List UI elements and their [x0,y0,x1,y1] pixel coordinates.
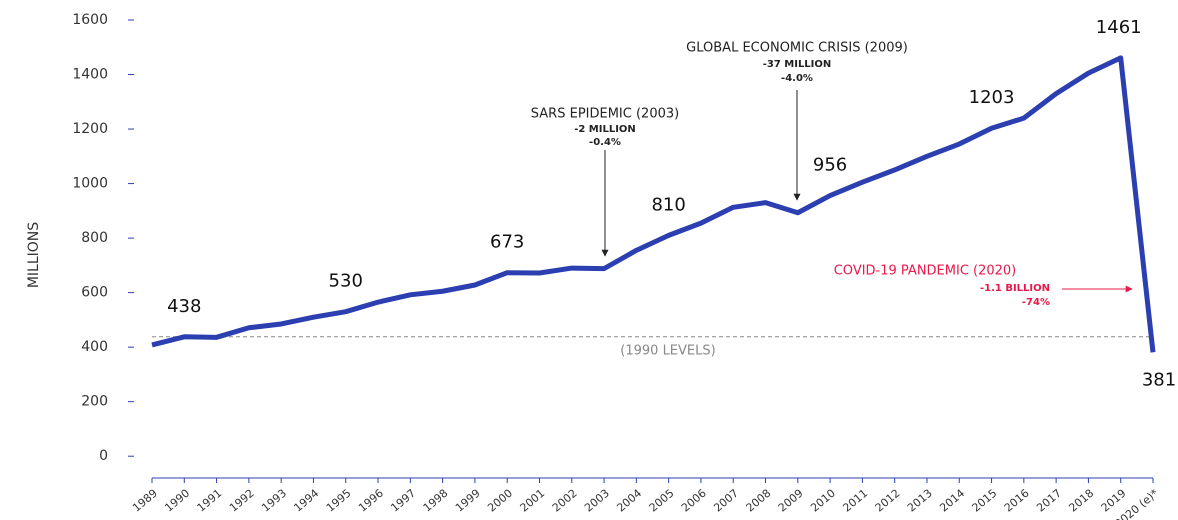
x-tick-label: 2014 [937,487,967,515]
x-tick-label: 2002 [550,487,580,515]
annotation-detail: -0.4% [589,137,621,148]
x-tick-label: 2001 [518,487,548,515]
annotation-detail: -37 MILLION [763,59,832,70]
x-tick-label: 2013 [905,487,935,515]
x-tick-label: 1996 [356,487,386,515]
x-tick-label: 2010 [808,487,838,515]
y-tick-label: 800 [81,230,108,246]
x-tick-label: 2007 [711,487,741,515]
x-tick-label: 1992 [227,487,257,515]
value-label: 438 [167,296,201,317]
x-tick-label: 1991 [195,487,225,515]
line [151,55,1156,353]
x-tick-label: 2009 [776,487,806,515]
annotation-detail: -1.1 BILLION [980,283,1050,294]
value-label: 1461 [1096,17,1142,38]
x-tick-label: 2008 [744,487,774,515]
x-tick-label: 2004 [614,487,644,515]
reference-label: (1990 LEVELS) [620,343,715,358]
y-axis-label: MILLIONS [26,222,42,288]
x-tick-label: 1998 [421,487,451,515]
x-tick-label: 1997 [388,487,418,515]
annotation-detail: -74% [1022,297,1050,308]
x-tick-label: 1994 [292,487,322,515]
annotation-title: COVID-19 PANDEMIC (2020) [834,264,1017,279]
annotation-title: SARS EPIDEMIC (2003) [531,107,679,122]
value-label: 530 [329,271,363,292]
y-tick-label: 1600 [72,12,108,28]
x-tick-label: 2011 [840,487,870,515]
x-tick-label: 1990 [162,487,192,515]
x-tick-label: 1989 [130,487,160,515]
x-tick-label: 1995 [324,487,354,515]
x-tick-label: 2018 [1066,487,1096,515]
value-label: 381 [1142,369,1176,390]
value-label: 810 [651,194,685,215]
y-tick-label: 400 [81,339,108,355]
x-tick-label: 2016 [1002,487,1032,515]
x-tick-label: 2000 [485,487,515,515]
x-tick-label: 2015 [970,487,1000,515]
y-tick-label: 1400 [72,67,108,83]
annotation-title: GLOBAL ECONOMIC CRISIS (2009) [686,41,908,56]
annotation-detail: -4.0% [781,73,813,84]
x-tick-label: 2017 [1034,487,1064,515]
x-tick-label: 1999 [453,487,483,515]
y-tick-label: 1000 [72,176,108,192]
value-label: 1203 [969,87,1015,108]
x-tick-label: 1993 [259,487,289,515]
y-tick-label: 600 [81,285,108,301]
x-tick-label: 2012 [873,487,903,515]
y-tick-label: 1200 [72,121,108,137]
value-label: 956 [813,155,847,176]
annotation-detail: -2 MILLION [574,124,636,135]
y-tick-label: 0 [99,448,108,464]
x-tick-label: 2006 [679,487,709,515]
x-tick-label: 2003 [582,487,612,515]
y-tick-label: 200 [81,394,108,410]
x-tick-label: 2005 [647,487,677,515]
value-label: 673 [490,232,524,253]
